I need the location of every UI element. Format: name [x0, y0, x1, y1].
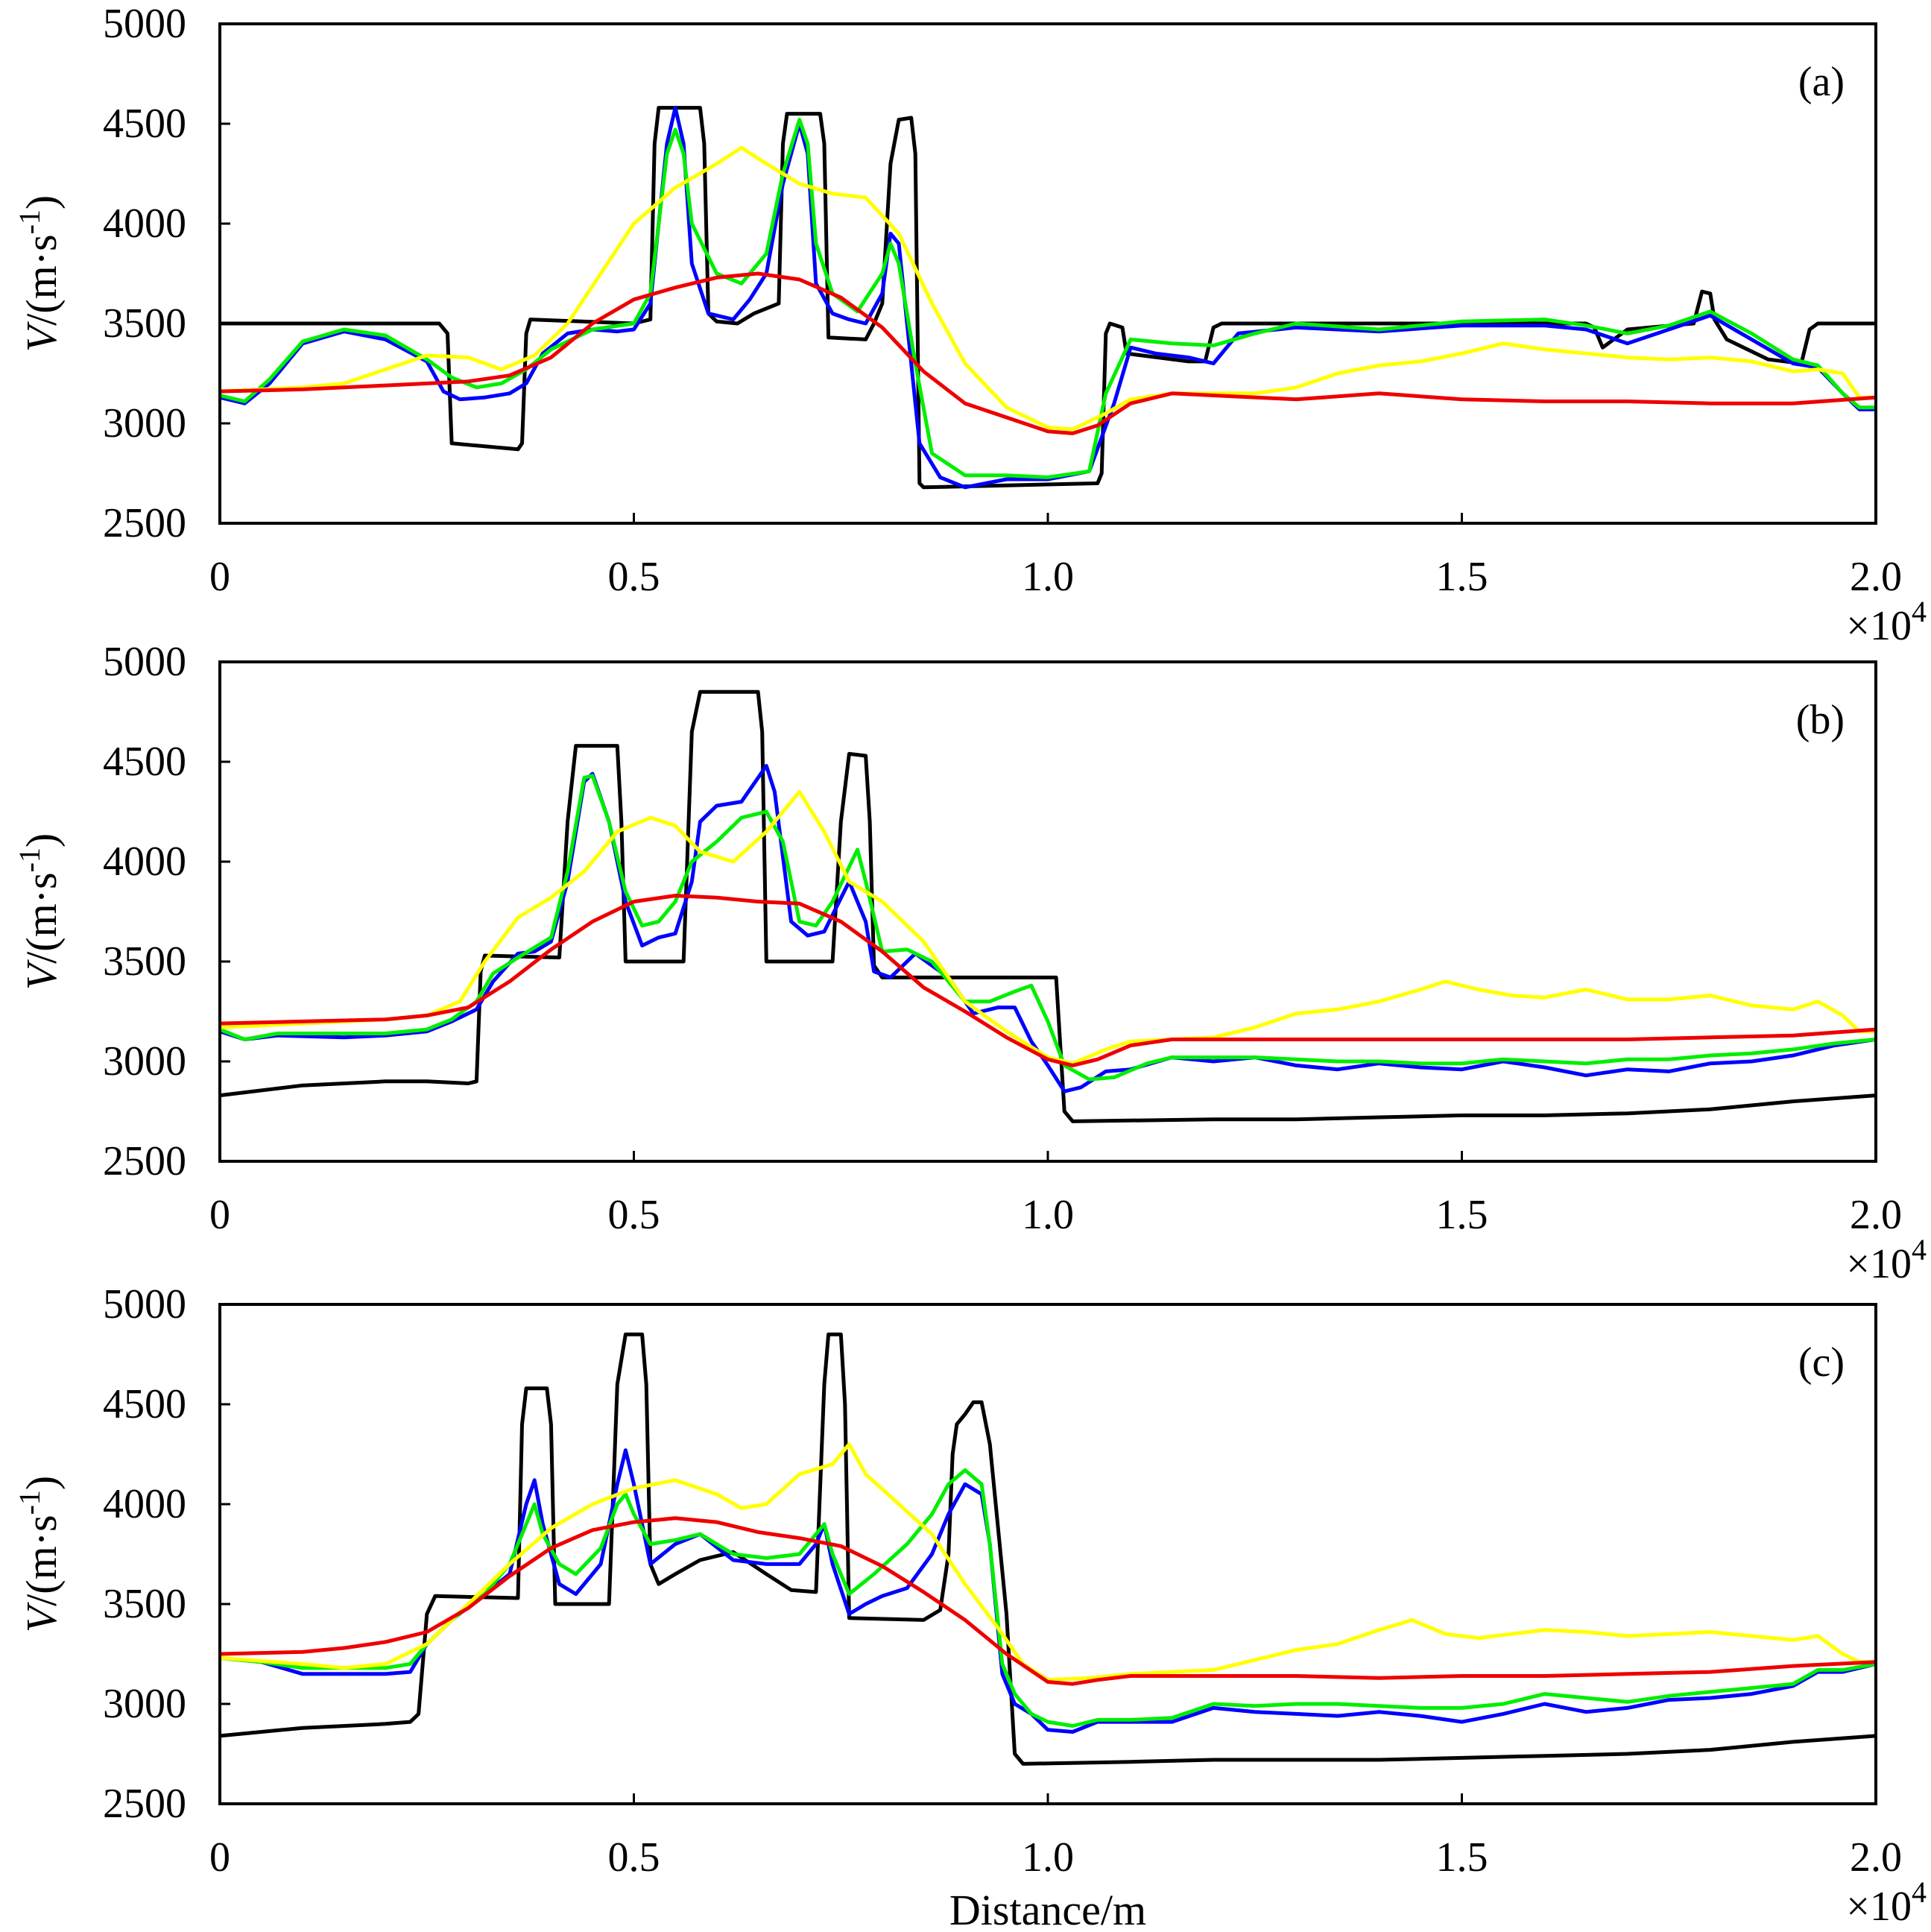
- x-tick-label: 1.0: [1022, 1192, 1074, 1238]
- series-line-2: [219, 1448, 1877, 1734]
- y-tick-label: 2500: [103, 1138, 186, 1184]
- x-tick-label: 0: [209, 1834, 230, 1881]
- x-multiplier-a: ×104: [1846, 595, 1927, 649]
- y-ticks-a: 2500 3000 3500 4000 4500 5000: [103, 1, 186, 546]
- x-tick-label: 0.5: [608, 1834, 660, 1881]
- series-line-2: [219, 106, 1876, 490]
- series-line-4: [219, 145, 1876, 432]
- y-tick-label: 3500: [103, 300, 186, 347]
- x-multiplier-b: ×104: [1846, 1233, 1927, 1287]
- plot-lines-c: [219, 1332, 1877, 1766]
- y-tick-label: 3000: [103, 400, 186, 446]
- x-multiplier-c: ×104: [1846, 1875, 1927, 1930]
- y-tick-label: 3500: [103, 1581, 186, 1627]
- y-tick-label: 4000: [103, 839, 186, 885]
- y-tick-label: 4000: [103, 1481, 186, 1527]
- y-tick-label: 5000: [103, 639, 186, 685]
- y-tick-label: 3000: [103, 1681, 186, 1727]
- panel-label-a: (a): [1798, 59, 1845, 105]
- series-line-5: [219, 894, 1877, 1067]
- series-line-5: [219, 271, 1877, 435]
- x-axis-title: Distance/m: [949, 1886, 1146, 1932]
- x-tick-label: 1.0: [1022, 554, 1074, 600]
- y-axis-title-c: V/(m·s-1): [13, 1476, 66, 1633]
- x-ticks-b: 0 0.5 1.0 1.5 2.0: [209, 1192, 1902, 1238]
- x-tick-label: 2.0: [1850, 1192, 1902, 1238]
- y-tick-label: 4000: [103, 201, 186, 247]
- tick-marks: [218, 1303, 1877, 1805]
- x-tick-label: 0: [209, 1192, 230, 1238]
- panel-label-b: (b): [1796, 697, 1845, 743]
- panel-a: 0 0.5 1.0 1.5 2.0 2500 3000 3500 4000 45…: [13, 1, 1927, 649]
- x-tick-label: 1.5: [1436, 1192, 1488, 1238]
- series-line-5: [219, 1516, 1877, 1686]
- series-line-3: [219, 1468, 1877, 1728]
- series-line-4: [219, 1442, 1876, 1682]
- x-tick-label: 2.0: [1850, 1834, 1902, 1881]
- series-line-2: [219, 763, 1877, 1093]
- y-axis-title-a: V/(m·s-1): [13, 195, 66, 353]
- y-tick-label: 2500: [103, 1781, 186, 1827]
- y-tick-label: 5000: [103, 1, 186, 47]
- x-tick-label: 1.0: [1022, 1834, 1074, 1881]
- x-tick-label: 0.5: [608, 554, 660, 600]
- x-ticks-a: 0 0.5 1.0 1.5 2.0: [209, 554, 1902, 600]
- y-tick-label: 3500: [103, 938, 186, 985]
- panel-c: 0 0.5 1.0 1.5 2.0 2500 3000 3500 4000 45…: [13, 1281, 1927, 1930]
- y-tick-label: 5000: [103, 1281, 186, 1328]
- series-line-3: [219, 118, 1876, 479]
- series-line-3: [219, 774, 1877, 1082]
- x-tick-label: 1.5: [1436, 1834, 1488, 1881]
- y-tick-label: 2500: [103, 500, 186, 546]
- series-line-1: [219, 1332, 1877, 1766]
- y-tick-label: 4500: [103, 1381, 186, 1427]
- panel-label-c: (c): [1798, 1339, 1845, 1386]
- x-tick-label: 1.5: [1436, 554, 1488, 600]
- y-ticks-c: 2500 3000 3500 4000 4500 5000: [103, 1281, 186, 1827]
- y-tick-label: 4500: [103, 101, 186, 147]
- y-tick-label: 3000: [103, 1038, 186, 1085]
- tick-marks: [218, 22, 1877, 525]
- series-line-4: [219, 789, 1876, 1066]
- x-tick-label: 0: [209, 554, 230, 600]
- axes-frame-a: [218, 22, 1877, 525]
- tick-marks: [218, 660, 1877, 1163]
- x-tick-label: 2.0: [1850, 554, 1902, 600]
- y-ticks-b: 2500 3000 3500 4000 4500 5000: [103, 639, 186, 1184]
- axes-frame-b: [218, 660, 1877, 1163]
- y-axis-title-b: V/(m·s-1): [13, 833, 66, 991]
- plot-lines-b: [219, 689, 1877, 1123]
- y-tick-label: 4500: [103, 739, 186, 785]
- x-ticks-c: 0 0.5 1.0 1.5 2.0: [209, 1834, 1902, 1881]
- plot-lines-a: [219, 106, 1877, 490]
- x-tick-label: 0.5: [608, 1192, 660, 1238]
- panel-b: 0 0.5 1.0 1.5 2.0 2500 3000 3500 4000 45…: [13, 639, 1927, 1287]
